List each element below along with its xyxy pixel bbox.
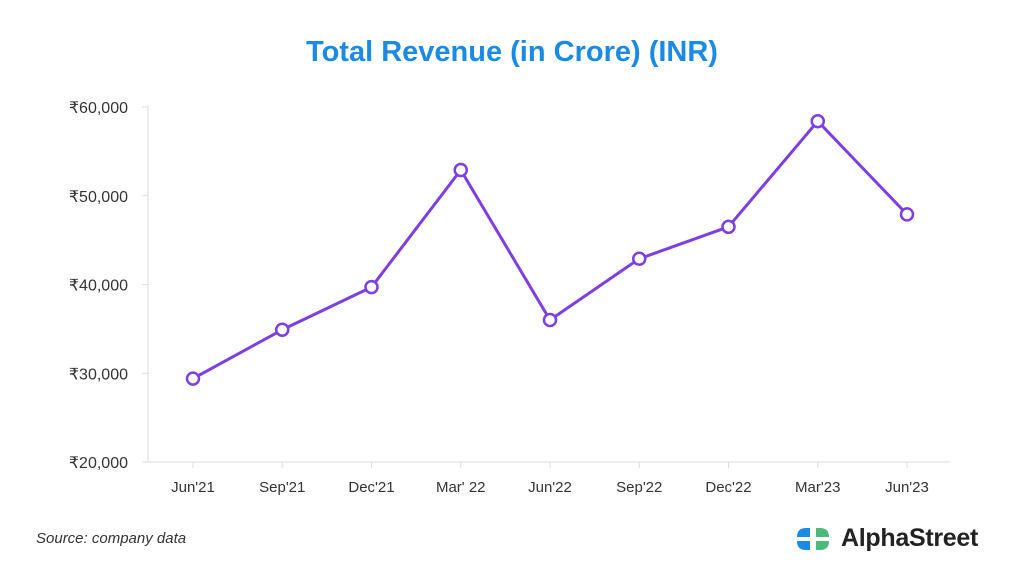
y-tick-label: ₹30,000 xyxy=(69,366,128,383)
y-tick-label: ₹60,000 xyxy=(69,100,128,117)
data-point xyxy=(721,219,736,235)
logo-icon xyxy=(797,527,829,550)
data-point xyxy=(542,312,558,328)
data-point xyxy=(364,279,379,295)
x-tick-label: Mar'23 xyxy=(795,479,840,496)
source-note: Source: company data xyxy=(36,530,187,547)
data-point xyxy=(185,371,201,386)
x-tick-label: Mar' 22 xyxy=(436,479,486,496)
x-tick-label: Jun'21 xyxy=(171,479,215,496)
x-tick-label: Dec'21 xyxy=(348,479,394,496)
logo-text: AlphaStreet xyxy=(841,524,979,552)
x-tick-label: Sep'22 xyxy=(616,479,662,496)
x-tick-label: Jun'23 xyxy=(885,479,929,496)
data-point xyxy=(453,162,468,178)
x-tick-label: Dec'22 xyxy=(705,479,751,496)
y-tick-label: ₹20,000 xyxy=(69,455,128,472)
y-tick-label: ₹50,000 xyxy=(69,189,128,206)
data-point xyxy=(632,251,647,267)
data-point xyxy=(810,113,825,129)
chart-title: Total Revenue (in Crore) (INR) xyxy=(306,36,718,68)
series-line xyxy=(192,119,909,380)
data-point xyxy=(275,322,290,338)
data-point xyxy=(899,207,915,222)
y-tick-label: ₹40,000 xyxy=(69,278,128,295)
x-tick-label: Jun'22 xyxy=(528,479,572,496)
alphastreet-logo: AlphaStreet xyxy=(795,524,978,553)
x-tick-label: Sep'21 xyxy=(259,479,305,496)
